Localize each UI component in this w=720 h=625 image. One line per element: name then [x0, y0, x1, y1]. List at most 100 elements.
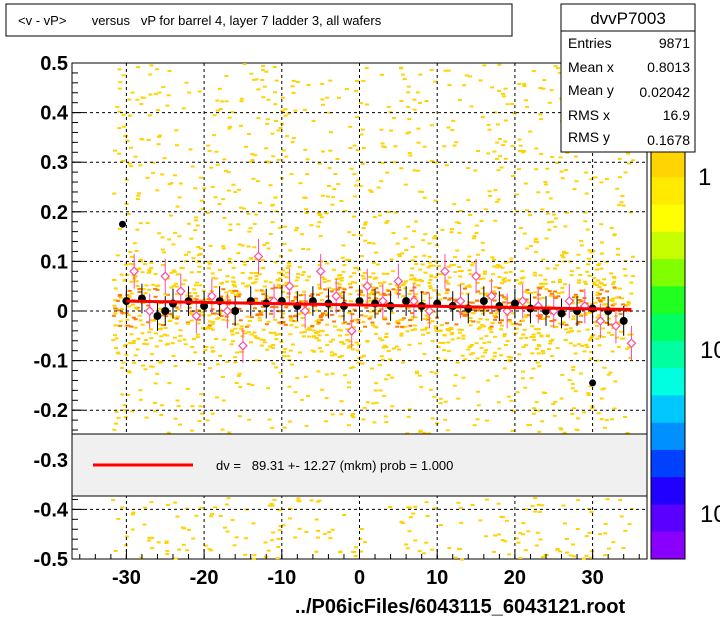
- scatter-point: [442, 349, 447, 352]
- scatter-point: [493, 292, 497, 295]
- profile-point-pink: [595, 316, 606, 326]
- scatter-point: [253, 300, 258, 302]
- scatter-point: [134, 280, 139, 283]
- scatter-point: [265, 122, 270, 125]
- scatter-point: [433, 276, 438, 279]
- scatter-point: [250, 153, 255, 156]
- scatter-point: [139, 556, 144, 559]
- scatter-point: [608, 323, 612, 326]
- scatter-point: [267, 418, 272, 421]
- scatter-point: [193, 229, 198, 232]
- scatter-point: [157, 134, 162, 137]
- scatter-point: [317, 162, 322, 165]
- scatter-point: [320, 98, 325, 101]
- scatter-point: [471, 320, 476, 323]
- y-tick-label: 0.1: [40, 251, 68, 273]
- scatter-point: [235, 351, 240, 354]
- scatter-point: [360, 274, 365, 277]
- scatter-point: [414, 370, 419, 373]
- scatter-point: [332, 320, 337, 323]
- scatter-point: [476, 253, 480, 256]
- scatter-point: [587, 339, 592, 342]
- scatter-point: [174, 306, 179, 309]
- scatter-point: [537, 345, 542, 348]
- scatter-point: [388, 283, 393, 286]
- scatter-point: [407, 293, 412, 296]
- scatter-point: [577, 343, 581, 346]
- scatter-point: [523, 386, 528, 389]
- scatter-point: [181, 107, 186, 110]
- scatter-point: [460, 282, 465, 285]
- scatter-point: [325, 312, 330, 315]
- scatter-point: [590, 302, 595, 305]
- scatter-point: [237, 188, 241, 191]
- scatter-point: [228, 289, 233, 292]
- scatter-point: [208, 320, 212, 323]
- scatter-point: [427, 255, 432, 258]
- scatter-point: [406, 91, 411, 94]
- scatter-point: [558, 281, 562, 283]
- scatter-point: [330, 203, 335, 206]
- scatter-point: [418, 430, 423, 433]
- scatter-point: [592, 276, 597, 279]
- scatter-point: [165, 553, 170, 555]
- scatter-point: [221, 399, 226, 402]
- scatter-point: [278, 333, 282, 336]
- scatter-point: [436, 357, 441, 359]
- scatter-point: [429, 69, 434, 72]
- scatter-point: [420, 280, 425, 283]
- scatter-point: [405, 547, 410, 550]
- scatter-point: [290, 343, 295, 346]
- scatter-point: [135, 198, 140, 200]
- scatter-point: [412, 230, 417, 233]
- scatter-point: [239, 124, 243, 127]
- scatter-point: [326, 279, 331, 282]
- scatter-point: [385, 171, 390, 174]
- scatter-point: [622, 268, 627, 271]
- scatter-point: [125, 294, 130, 297]
- scatter-point: [152, 401, 157, 404]
- scatter-point: [541, 317, 546, 320]
- scatter-point: [176, 273, 181, 276]
- scatter-point: [564, 323, 569, 326]
- scatter-point: [133, 326, 138, 329]
- scatter-point: [310, 324, 315, 327]
- scatter-point: [412, 108, 417, 111]
- scatter-point: [254, 213, 259, 216]
- scatter-point: [288, 249, 293, 252]
- scatter-point: [112, 192, 117, 195]
- scatter-point: [249, 316, 254, 319]
- scatter-point: [443, 418, 448, 421]
- scatter-point: [127, 98, 132, 101]
- scatter-point: [507, 279, 512, 282]
- scatter-point: [576, 253, 581, 256]
- scatter-point: [260, 267, 265, 270]
- profile-point-pink: [331, 291, 342, 301]
- scatter-point: [331, 338, 336, 341]
- scatter-point: [416, 284, 421, 287]
- scatter-point: [206, 144, 211, 147]
- scatter-point: [281, 269, 286, 272]
- scatter-point: [162, 251, 167, 254]
- scatter-point: [261, 290, 266, 293]
- scatter-point: [207, 298, 211, 300]
- scatter-point: [534, 168, 539, 171]
- scatter-point: [521, 533, 526, 536]
- scatter-point: [532, 339, 537, 341]
- scatter-point: [444, 164, 449, 167]
- profile-point-black: [402, 297, 411, 306]
- scatter-point: [193, 284, 198, 287]
- scatter-point: [221, 247, 226, 250]
- scatter-point: [427, 261, 432, 264]
- scatter-point: [510, 429, 515, 432]
- scatter-point: [324, 397, 329, 400]
- scatter-point: [453, 298, 458, 301]
- scatter-point: [589, 251, 594, 254]
- scatter-point: [291, 79, 296, 82]
- scatter-point: [536, 352, 541, 355]
- scatter-point: [280, 316, 285, 319]
- scatter-point: [500, 319, 504, 322]
- scatter-point: [341, 291, 346, 294]
- scatter-point: [240, 244, 245, 247]
- fit-legend-box: dv = 89.31 +- 12.27 (mkm) prob = 1.000: [71, 433, 648, 497]
